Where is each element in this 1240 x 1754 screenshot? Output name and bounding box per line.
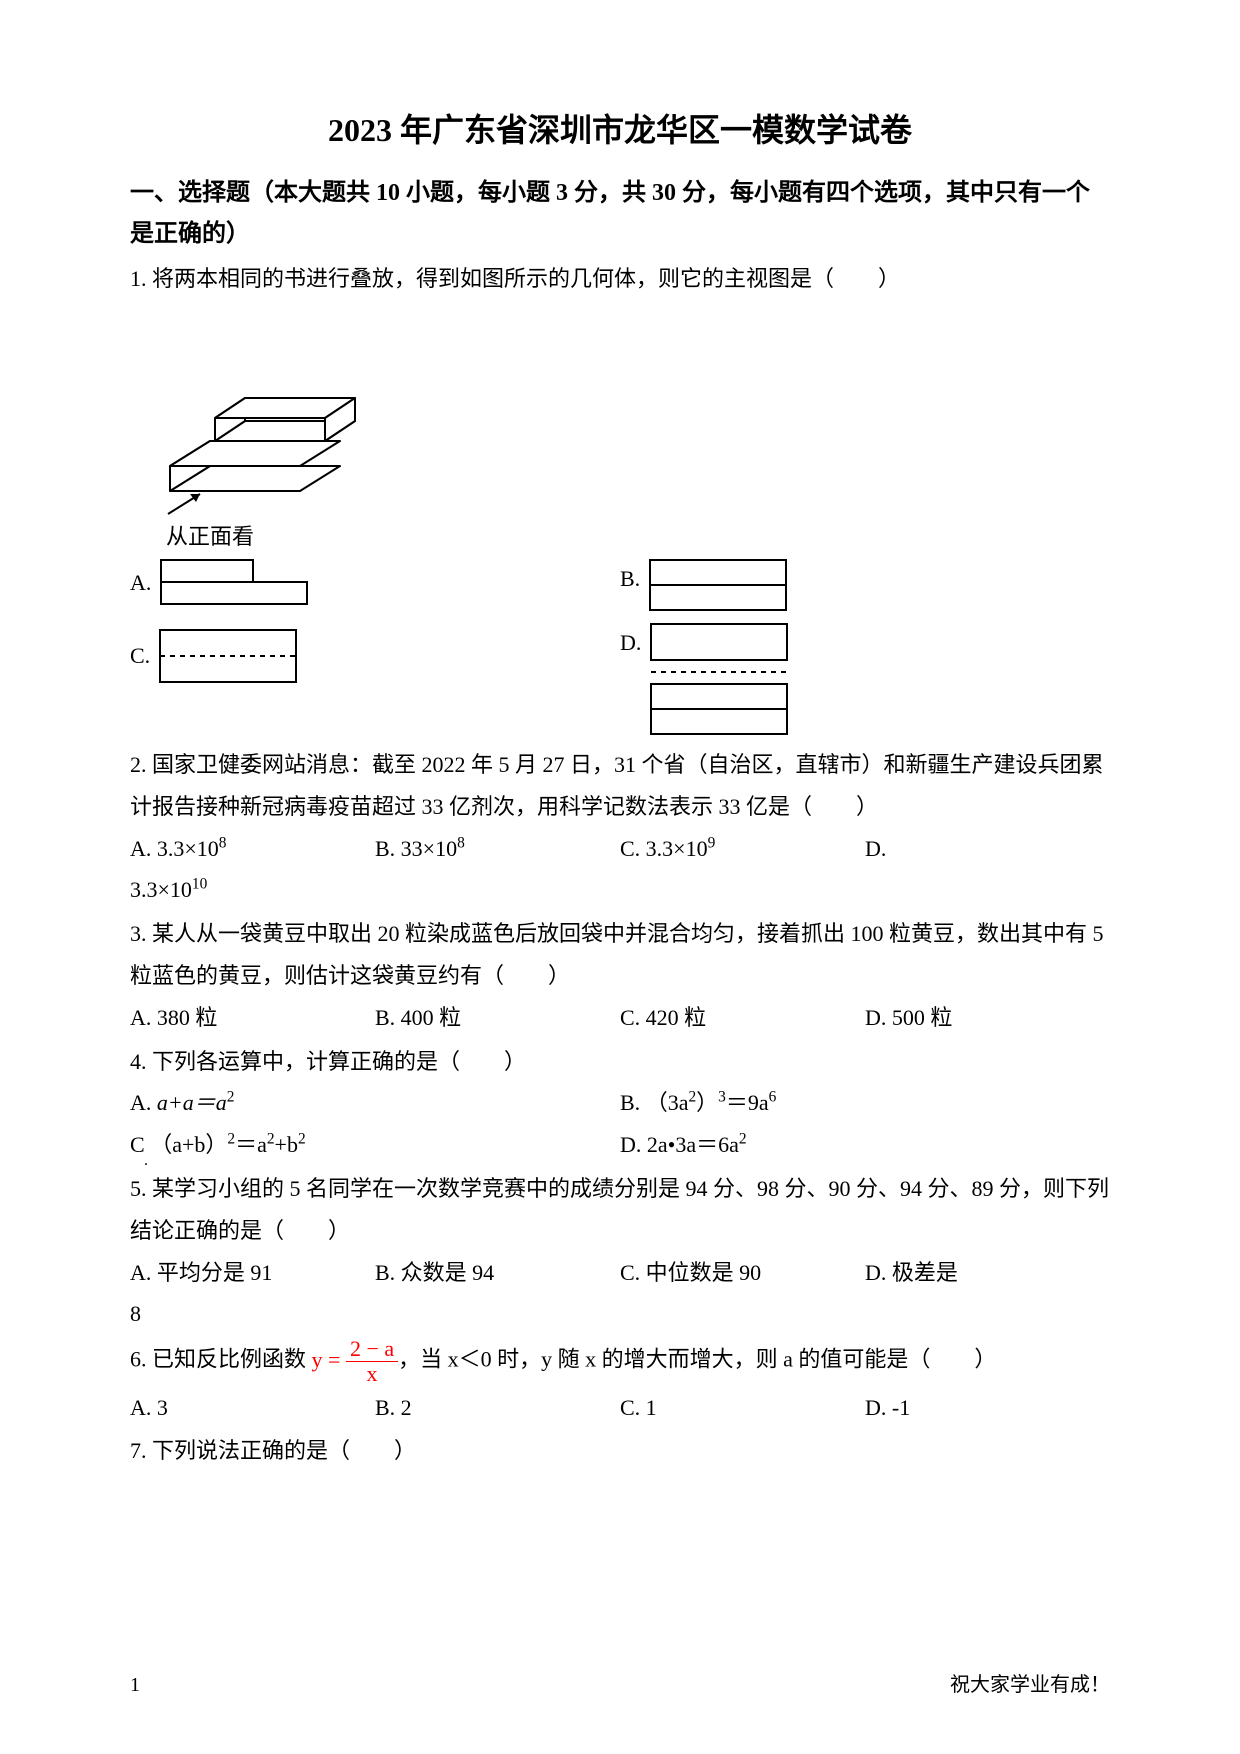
q1-figure: 从正面看 [160,306,1110,558]
q2-opt-c: C. 3.3×109 [620,828,865,870]
q2-options: A. 3.3×108 B. 33×108 C. 3.3×109 D. [130,828,1110,870]
q2-opt-d-value: 3.3×1010 [130,869,1110,911]
q1-opt-a-label: A. [130,562,151,604]
q5-options: A. 平均分是 91 B. 众数是 94 C. 中位数是 90 D. 极差是 [130,1252,1110,1294]
q6: 6. 已知反比例函数 y = 2 − ax，当 x＜0 时，y 随 x 的增大而… [130,1337,1110,1428]
q6-opt-a: A. 3 [130,1387,375,1429]
q3-opt-c: C. 420 粒 [620,997,865,1039]
q5-opt-d-extra: 8 [130,1293,1110,1335]
q4-stem: 4. 下列各运算中，计算正确的是（ ） [130,1041,1110,1083]
q5-opt-c: C. 中位数是 90 [620,1252,865,1294]
q2: 2. 国家卫健委网站消息：截至 2022 年 5 月 27 日，31 个省（自治… [130,744,1110,911]
q1-stem: 1. 将两本相同的书进行叠放，得到如图所示的几何体，则它的主视图是（ ） [130,258,1110,300]
q1-options: A. C. B. [130,558,1110,742]
section-1-heading: 一、选择题（本大题共 10 小题，每小题 3 分，共 30 分，每小题有四个选项… [130,173,1110,255]
q1-opt-b-label: B. [620,558,640,600]
q1-opt-a-icon [159,558,309,608]
q7: 7. 下列说法正确的是（ ） [130,1430,1110,1472]
q4: 4. 下列各运算中，计算正确的是（ ） A. a+a＝a2 B. （3a2）3＝… [130,1041,1110,1166]
q7-stem: 7. 下列说法正确的是（ ） [130,1430,1110,1472]
q4-opt-b: B. （3a2）3＝9a6 [620,1082,1110,1124]
q2-stem: 2. 国家卫健委网站消息：截至 2022 年 5 月 27 日，31 个省（自治… [130,744,1110,828]
q4-opt-c: C （a+b）2＝a2+b2. [130,1124,620,1166]
page-footer: 1 祝大家学业有成！ [130,1666,1110,1704]
q2-opt-d: D. [865,828,1110,870]
footer-wish: 祝大家学业有成！ [950,1666,1110,1704]
q1-opt-c-icon [158,628,298,684]
q5-stem: 5. 某学习小组的 5 名同学在一次数学竞赛中的成绩分别是 94 分、98 分、… [130,1168,1110,1252]
stacked-books-icon [160,306,360,516]
q1-opt-b-icon [648,558,788,614]
q6-opt-c: C. 1 [620,1387,865,1429]
q1-opt-c-label: C. [130,635,150,677]
q4-options: A. a+a＝a2 B. （3a2）3＝9a6 C （a+b）2＝a2+b2. … [130,1082,1110,1166]
q5-opt-b: B. 众数是 94 [375,1252,620,1294]
q6-stem: 6. 已知反比例函数 y = 2 − ax，当 x＜0 时，y 随 x 的增大而… [130,1337,1110,1386]
q2-opt-a: A. 3.3×108 [130,828,375,870]
q3-stem: 3. 某人从一袋黄豆中取出 20 粒染成蓝色后放回袋中并混合均匀，接着抓出 10… [130,913,1110,997]
q1-view-label: 从正面看 [166,516,1110,558]
q1-opt-d-icon [649,622,789,742]
q3-options: A. 380 粒 B. 400 粒 C. 420 粒 D. 500 粒 [130,997,1110,1039]
q6-opt-b: B. 2 [375,1387,620,1429]
q1: 1. 将两本相同的书进行叠放，得到如图所示的几何体，则它的主视图是（ ） 从正面… [130,258,1110,742]
q6-options: A. 3 B. 2 C. 1 D. -1 [130,1387,1110,1429]
q4-c-dot: . [144,1146,148,1176]
q5: 5. 某学习小组的 5 名同学在一次数学竞赛中的成绩分别是 94 分、98 分、… [130,1168,1110,1335]
q5-opt-d: D. 极差是 [865,1252,1110,1294]
q6-opt-d: D. -1 [865,1387,1110,1429]
q3: 3. 某人从一袋黄豆中取出 20 粒染成蓝色后放回袋中并混合均匀，接着抓出 10… [130,913,1110,1038]
q3-opt-a: A. 380 粒 [130,997,375,1039]
q3-opt-b: B. 400 粒 [375,997,620,1039]
q5-opt-a: A. 平均分是 91 [130,1252,375,1294]
q3-opt-d: D. 500 粒 [865,997,1110,1039]
page-number: 1 [130,1666,140,1704]
q2-opt-b: B. 33×108 [375,828,620,870]
q1-opt-d-label: D. [620,622,641,664]
exam-title: 2023 年广东省深圳市龙华区一模数学试卷 [130,100,1110,161]
q4-opt-d: D. 2a•3a＝6a2 [620,1124,1110,1166]
q4-opt-a: A. a+a＝a2 [130,1082,620,1124]
q6-formula: y = 2 − ax [312,1347,399,1372]
